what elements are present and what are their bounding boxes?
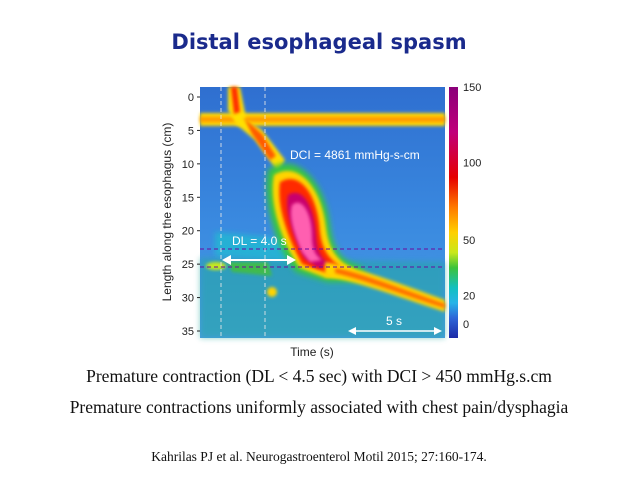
contraction-front [266,163,372,282]
scale-bar-label: 5 s [386,314,402,328]
colorbar-ticks: 150 100 50 20 0 [463,82,481,331]
reference-citation: Kahrilas PJ et al. Neurogastroenterol Mo… [151,449,487,464]
dci-label: DCI = 4861 mmHg-s-cm [290,148,420,162]
y-tick-label: 30 [182,293,194,305]
colorbar-tick-label: 50 [463,235,475,247]
scale-bar [348,327,442,335]
contraction-core [290,202,322,262]
y-tick-label: 10 [182,159,194,171]
y-tick-label: 5 [188,125,194,137]
colorbar-tick-label: 100 [463,157,481,169]
y-tick-label: 35 [182,326,194,338]
slide-title: Distal esophageal spasm [171,30,467,54]
y-tick-label: 25 [182,259,194,271]
y-tick-label: 20 [182,226,194,238]
y-tick-label: 15 [182,192,194,204]
y-tick-label: 0 [188,92,194,104]
dl-arrow [222,255,296,265]
colorbar-tick-label: 150 [463,82,481,94]
caption-symptoms: Premature contractions uniformly associa… [69,397,569,417]
y-axis-label: Length along the esophagus (cm) [160,123,174,302]
x-axis-label: Time (s) [290,345,334,359]
colorbar-tick-label: 0 [463,319,469,331]
dl-label: DL = 4.0 s [232,234,287,248]
heatmap: DL = 4.0 s DCI = 4861 mmHg-s-cm 5 s [200,87,445,338]
colorbar [449,87,458,338]
y-axis: 0 5 10 15 20 25 30 35 [182,92,200,338]
caption-premature-contraction: Premature contraction (DL < 4.5 sec) wit… [86,366,552,386]
colorbar-tick-label: 20 [463,290,475,302]
